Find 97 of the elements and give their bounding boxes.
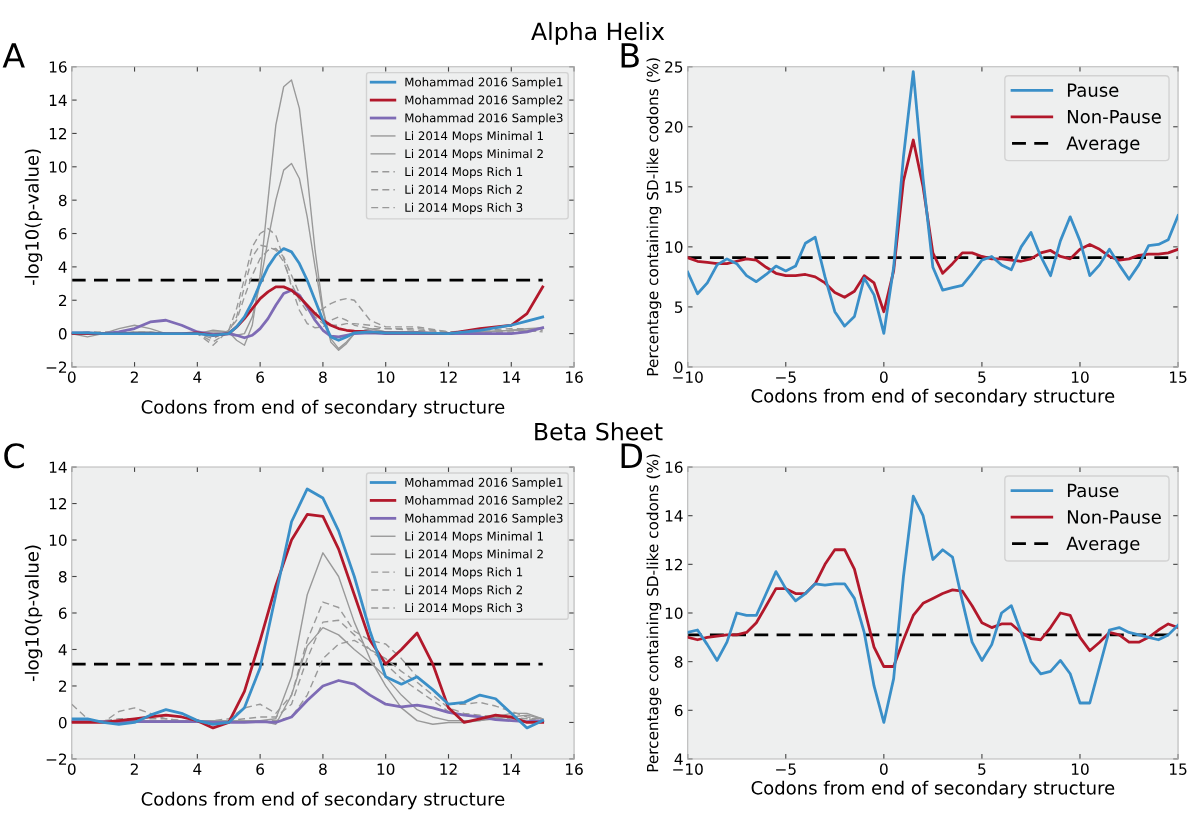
x-axis-title: Codons from end of secondary structure — [751, 780, 1115, 799]
x-tick-label: 10 — [377, 763, 395, 775]
x-tick-label: −10 — [673, 371, 703, 383]
legend-label: Li 2014 Mops Rich 2 — [405, 184, 523, 197]
y-tick-label: 10 — [49, 161, 67, 173]
x-axis-title: Codons from end of secondary structure — [141, 399, 505, 418]
x-tick-label: 14 — [503, 371, 521, 383]
legend-label: Li 2014 Mops Rich 3 — [405, 202, 523, 215]
x-tick-label: 5 — [978, 371, 986, 383]
chart-title: B — [621, 43, 639, 68]
legend-label: Li 2014 Mops Rich 2 — [405, 585, 523, 597]
legend-label: Non-Pause — [1067, 510, 1161, 524]
legend-label: Non-Pause — [1067, 110, 1161, 124]
chart-title: A — [2, 43, 25, 68]
y-tick-label: 15 — [665, 181, 683, 193]
x-tick-label: −5 — [776, 371, 796, 383]
legend-label: Pause — [1067, 83, 1119, 97]
x-tick-label: 5 — [978, 763, 986, 775]
y-tick-label: 10 — [665, 607, 683, 620]
legend-label: Li 2014 Mops Rich 1 — [405, 166, 523, 179]
y-tick-label: 10 — [49, 534, 67, 547]
y-tick-label: 6 — [58, 227, 67, 240]
legend-label: Average — [1066, 136, 1140, 154]
x-tick-label: 12 — [440, 763, 457, 775]
y-axis-title: Percentage containing SD-like codons (%) — [646, 58, 662, 376]
y-tick-label: 12 — [49, 497, 67, 510]
y-tick-label: 25 — [665, 61, 683, 73]
x-tick-label: 0 — [67, 763, 76, 775]
legend-label: Li 2014 Mops Minimal 1 — [405, 531, 543, 543]
x-tick-label: 6 — [256, 371, 265, 383]
x-tick-label: 0 — [67, 371, 76, 383]
legend-label: Li 2014 Mops Minimal 1 — [405, 131, 543, 143]
x-tick-label: 15 — [1170, 763, 1187, 775]
x-tick-label: 15 — [1170, 371, 1187, 383]
x-tick-label: 2 — [130, 763, 138, 775]
x-tick-label: 16 — [566, 371, 583, 383]
y-tick-label: 12 — [49, 127, 67, 140]
y-tick-label: 6 — [674, 704, 683, 717]
y-tick-label: 2 — [58, 294, 67, 307]
y-tick-label: 8 — [674, 656, 683, 668]
y-tick-label: −2 — [46, 361, 67, 373]
x-tick-label: 10 — [377, 371, 395, 383]
x-tick-label: 10 — [1071, 371, 1089, 383]
y-tick-label: 5 — [674, 301, 683, 313]
x-tick-label: 2 — [130, 371, 138, 383]
x-tick-label: 4 — [193, 371, 202, 383]
y-tick-label: 0 — [58, 328, 67, 340]
y-tick-label: −2 — [46, 753, 67, 765]
x-tick-label: 14 — [503, 763, 521, 775]
y-tick-label: 8 — [58, 194, 67, 207]
x-axis-title: Codons from end of secondary structure — [751, 388, 1115, 407]
x-tick-label: 4 — [193, 763, 202, 775]
y-axis-title: -log10(p-value) — [24, 149, 43, 285]
y-tick-label: 2 — [58, 680, 67, 692]
y-tick-label: 14 — [665, 510, 683, 522]
legend-label: Mohammad 2016 Sample1 — [405, 77, 563, 89]
y-tick-label: 4 — [674, 753, 683, 765]
legend-label: Li 2014 Mops Minimal 2 — [405, 549, 543, 561]
y-tick-label: 8 — [58, 570, 67, 583]
x-tick-label: 0 — [879, 371, 888, 383]
y-tick-label: 16 — [665, 461, 683, 474]
x-tick-label: 8 — [319, 763, 327, 775]
legend-label: Mohammad 2016 Sample1 — [405, 477, 563, 490]
legend-label: Mohammad 2016 Sample2 — [405, 495, 563, 508]
chart-title: C — [4, 443, 24, 469]
x-axis-title: Codons from end of secondary structure — [141, 791, 505, 810]
legend-label: Mohammad 2016 Sample3 — [405, 113, 563, 125]
x-tick-label: 0 — [879, 763, 888, 775]
x-tick-label: −5 — [776, 763, 796, 775]
x-tick-label: 12 — [440, 371, 457, 383]
y-tick-label: 6 — [58, 607, 67, 620]
y-tick-label: 20 — [665, 121, 683, 133]
y-tick-label: 10 — [665, 241, 683, 253]
x-tick-label: −10 — [673, 763, 703, 775]
y-tick-label: 16 — [49, 61, 67, 73]
x-tick-label: 16 — [566, 763, 583, 775]
y-axis-title: Percentage containing SD-like codons (%) — [646, 454, 662, 772]
y-tick-label: 14 — [49, 94, 67, 106]
x-tick-label: 8 — [319, 371, 327, 383]
legend-label: Li 2014 Mops Rich 1 — [405, 567, 523, 579]
legend-label: Average — [1066, 536, 1140, 554]
y-tick-label: 0 — [58, 716, 67, 729]
y-tick-label: 14 — [49, 461, 67, 473]
chart-title: D — [621, 443, 643, 468]
legend-label: Li 2014 Mops Minimal 2 — [405, 149, 543, 161]
legend-label: Mohammad 2016 Sample3 — [405, 513, 563, 525]
y-tick-label: 4 — [58, 644, 67, 656]
y-axis-title: -log10(p-value) — [24, 545, 43, 682]
legend-label: Mohammad 2016 Sample2 — [405, 95, 563, 107]
text: Beta Sheet — [535, 422, 663, 441]
x-tick-label: 10 — [1071, 763, 1089, 775]
legend-label: Pause — [1067, 483, 1119, 498]
x-tick-label: 6 — [256, 763, 265, 775]
y-tick-label: 0 — [674, 361, 683, 373]
y-tick-label: 12 — [665, 558, 682, 571]
legend-label: Li 2014 Mops Rich 3 — [405, 603, 523, 615]
y-tick-label: 4 — [58, 261, 67, 273]
